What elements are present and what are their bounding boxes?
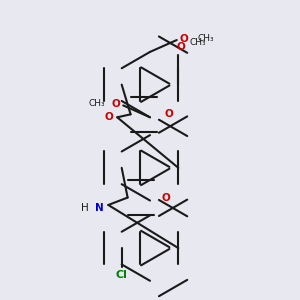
Text: H: H: [81, 203, 89, 213]
Text: CH₃: CH₃: [189, 38, 206, 47]
Text: O: O: [177, 42, 186, 52]
Text: CH₃: CH₃: [89, 99, 105, 108]
Text: O: O: [165, 109, 173, 119]
Text: N: N: [95, 203, 104, 213]
Text: O: O: [112, 99, 120, 109]
Text: O: O: [104, 112, 113, 122]
Text: O: O: [162, 193, 171, 202]
Text: O: O: [180, 34, 188, 44]
Text: CH₃: CH₃: [198, 34, 214, 43]
Text: Cl: Cl: [116, 270, 127, 280]
